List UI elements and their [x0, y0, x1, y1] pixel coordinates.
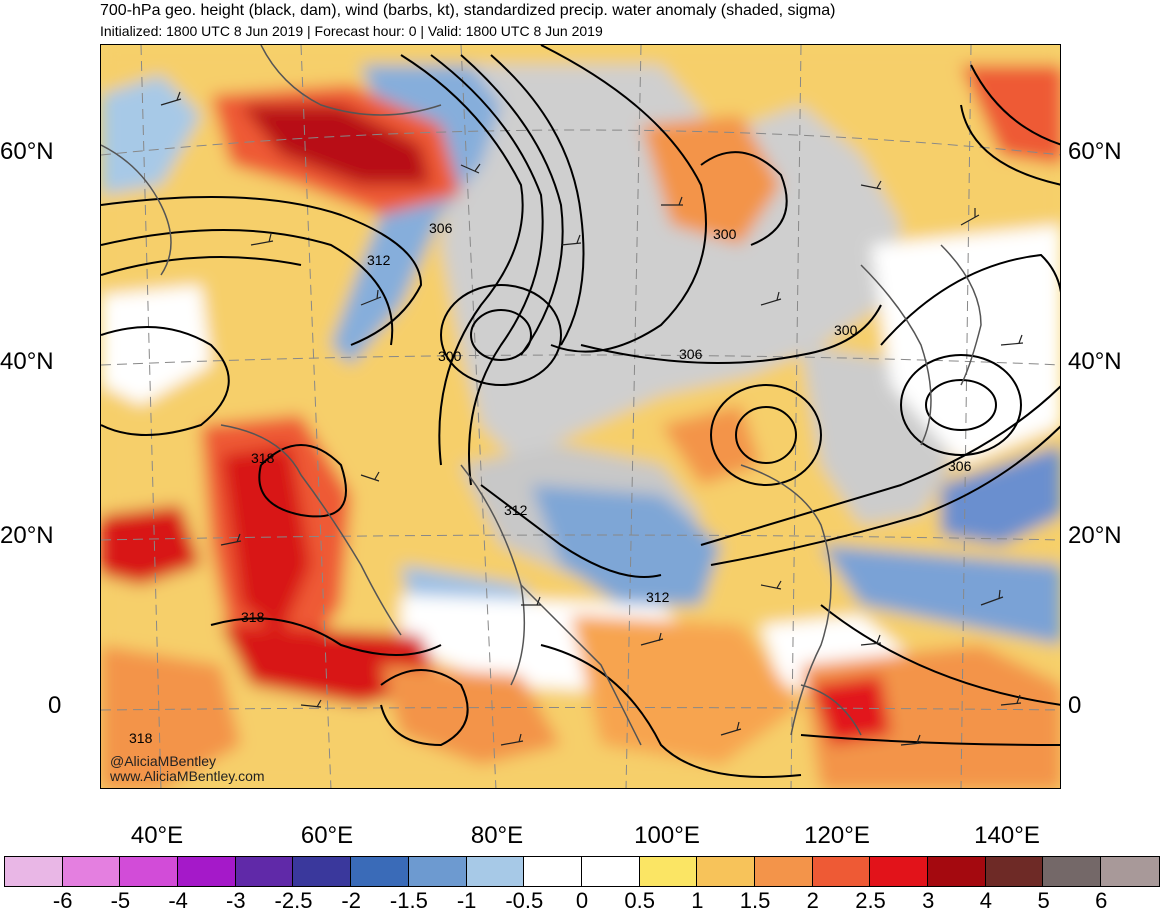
contour-label: 318 [129, 730, 153, 746]
graticule [101, 45, 1060, 788]
colorbar-swatch [754, 857, 813, 886]
lon-label: 140°E [974, 822, 1040, 849]
colorbar-label: 0 [575, 888, 589, 913]
colorbar-label: -3 [226, 888, 246, 913]
lon-label: 60°E [300, 822, 354, 849]
contour-label: 318 [251, 450, 275, 466]
colorbar-swatch [466, 857, 525, 886]
contour-label: 312 [504, 502, 528, 518]
colorbar-label: -6 [52, 888, 73, 913]
colorbar-label: -0.5 [505, 888, 544, 913]
colorbar-label: 5 [1037, 888, 1050, 913]
contour-label: 300 [713, 226, 737, 242]
colorbar-swatch [812, 857, 871, 886]
colorbar-swatch [697, 857, 755, 886]
colorbar-swatch [351, 857, 409, 886]
colorbar-swatch [1043, 857, 1102, 886]
colorbar-label: -1.5 [389, 888, 428, 913]
lon-label: 120°E [804, 822, 870, 849]
lat-label-right: 20°N [1068, 522, 1122, 549]
colorbar-label: 1 [691, 888, 704, 913]
colorbar-swatch [408, 857, 467, 886]
colorbar-swatch [293, 857, 352, 886]
colorbar-label: 2 [806, 888, 819, 913]
colorbar-swatch [5, 857, 63, 886]
contour-label: 306 [679, 346, 703, 362]
colorbar-swatch [178, 857, 236, 886]
colorbar-label: -1 [456, 888, 477, 913]
contour-label: 306 [429, 220, 453, 236]
chart-subtitle: Initialized: 1800 UTC 8 Jun 2019 | Forec… [100, 23, 603, 39]
colorbar-swatch [985, 857, 1044, 886]
colorbar-label: 4 [979, 888, 993, 913]
colorbar-label: -4 [168, 888, 188, 913]
colorbar-swatch [928, 857, 986, 886]
contour-label: 306 [948, 458, 972, 474]
colorbar-label: -2.5 [274, 888, 313, 913]
chart-title: 700-hPa geo. height (black, dam), wind (… [100, 2, 836, 19]
height-contours [101, 45, 1060, 778]
contour-label-group: 306 312 300 306 300 300 306 318 312 312 … [129, 220, 972, 746]
colorbar-label: 2.5 [855, 888, 886, 913]
colorbar-swatch [1101, 857, 1159, 886]
colorbar-swatch [120, 857, 179, 886]
contour-label: 312 [646, 589, 670, 605]
colorbar [4, 856, 1160, 887]
wind-barbs [160, 91, 1024, 746]
lat-label-right: 40°N [1068, 348, 1122, 375]
contour-label: 318 [241, 609, 265, 625]
colorbar-label: 3 [922, 888, 935, 913]
colorbar-swatch [235, 857, 294, 886]
colorbar-label: 1.5 [739, 888, 771, 913]
colorbar-swatch [524, 857, 582, 886]
credit-url: www.AliciaMBentley.com [110, 768, 265, 784]
credit-handle: @AliciaMBentley [110, 753, 217, 769]
lat-label-left: 0 [48, 692, 62, 719]
colorbar-swatch [62, 857, 121, 886]
contour-label: 312 [367, 252, 391, 268]
colorbar-label: 0.5 [624, 888, 655, 913]
colorbar-swatch [870, 857, 928, 886]
lat-label-right: 60°N [1068, 138, 1122, 165]
lon-label: 100°E [634, 822, 700, 849]
lat-label-left: 60°N [0, 138, 54, 165]
colorbar-swatch [639, 857, 698, 886]
colorbar-label: -2 [341, 888, 361, 913]
lon-label: 40°E [130, 822, 184, 849]
colorbar-label: 6 [1095, 888, 1108, 913]
contour-label: 300 [438, 348, 462, 364]
lat-label-left: 40°N [0, 348, 54, 375]
coastlines [101, 45, 982, 746]
lon-label: 80°E [470, 822, 524, 849]
colorbar-label: -5 [110, 888, 131, 913]
lat-label-left: 20°N [0, 522, 54, 549]
map-canvas: 306 312 300 306 300 300 306 318 312 312 … [101, 45, 1060, 788]
anomaly-shading [101, 45, 1060, 788]
lat-label-right: 0 [1068, 692, 1082, 719]
map-panel: 306 312 300 306 300 300 306 318 312 312 … [100, 44, 1061, 789]
contour-label: 300 [834, 322, 858, 338]
colorbar-swatch [581, 857, 640, 886]
